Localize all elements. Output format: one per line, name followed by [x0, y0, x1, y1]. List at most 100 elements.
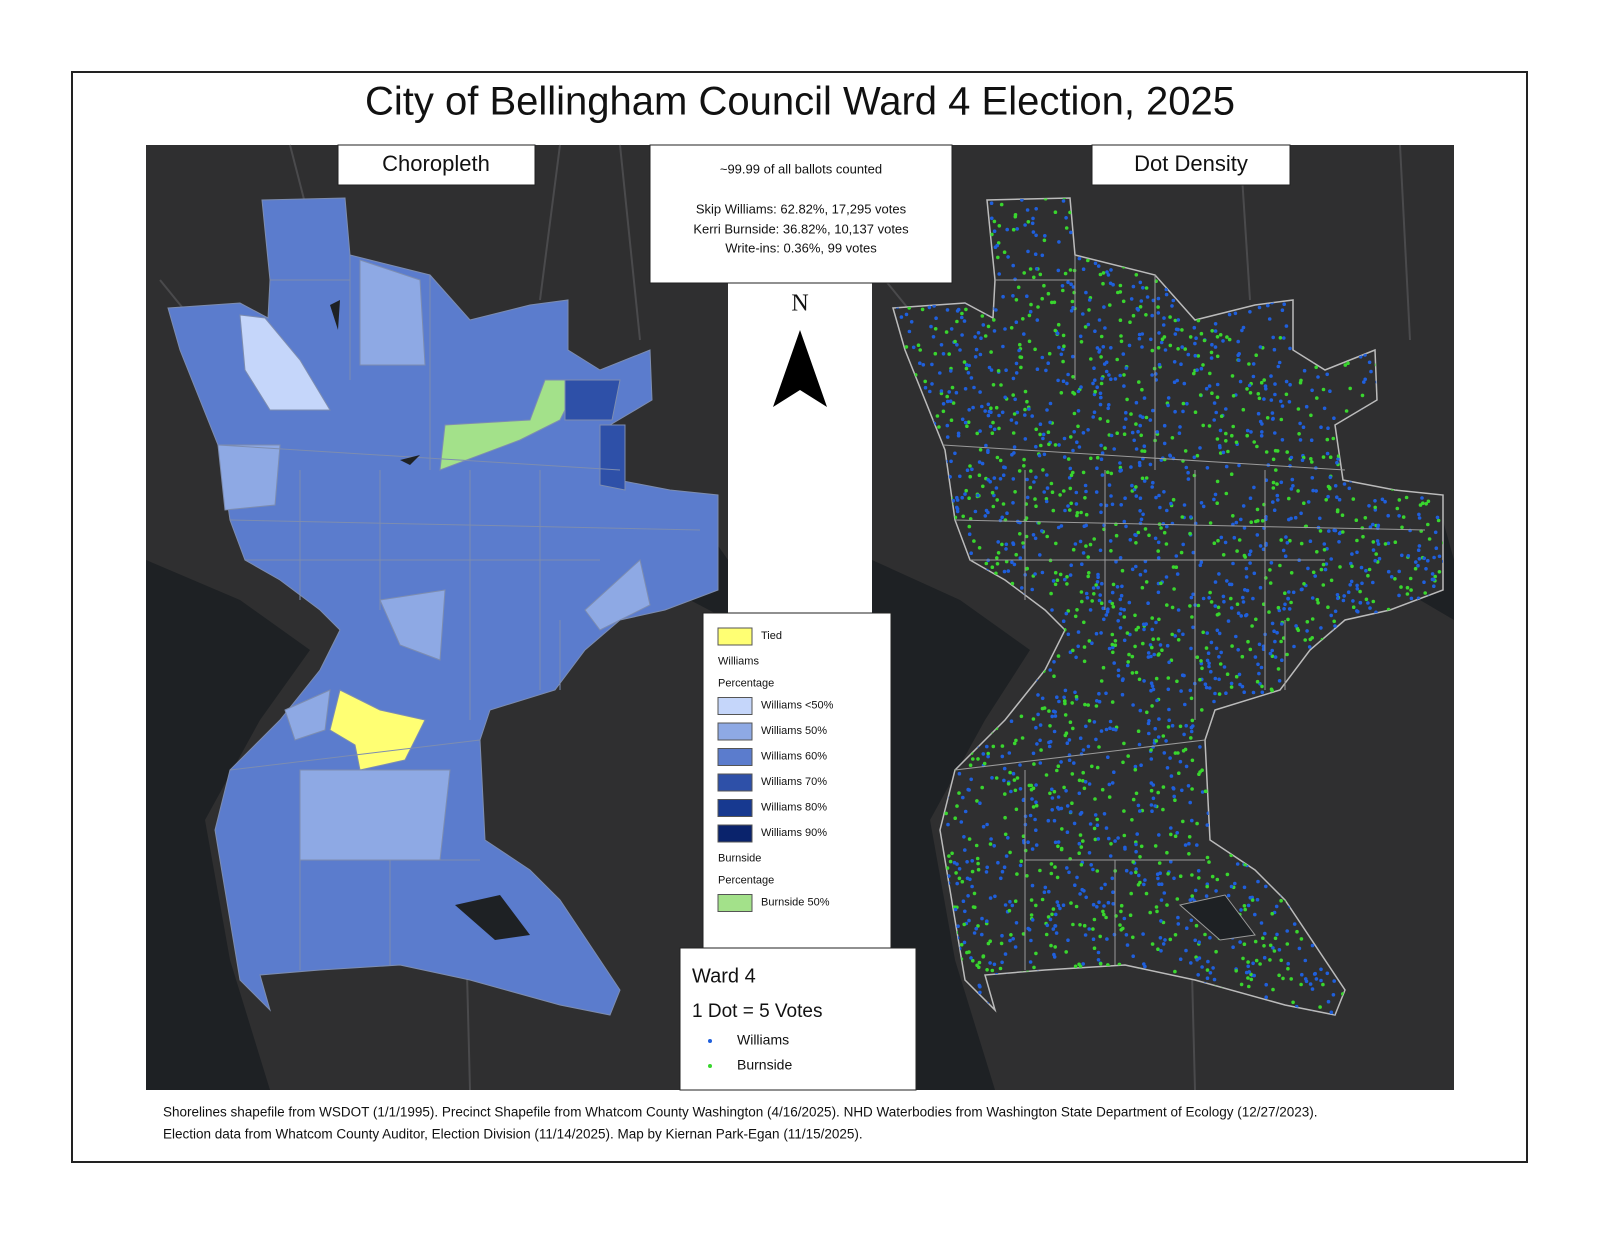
vote-dot [1014, 807, 1019, 812]
vote-dot [1190, 718, 1195, 723]
vote-dot [1054, 541, 1058, 546]
vote-dot [1099, 457, 1104, 462]
vote-dot [1105, 470, 1110, 475]
vote-dot [1079, 810, 1084, 815]
vote-dot [1119, 339, 1124, 344]
vote-dot [1081, 312, 1085, 316]
vote-dot [1181, 401, 1186, 406]
vote-dot [1118, 612, 1123, 616]
vote-dot [1190, 787, 1194, 791]
vote-dot [1234, 634, 1238, 639]
vote-dot [1210, 391, 1214, 396]
vote-dot [1110, 876, 1115, 881]
legend-label: Burnside 50% [761, 896, 830, 908]
vote-dot [1040, 253, 1045, 258]
vote-dot [1251, 961, 1255, 966]
vote-dot [1048, 917, 1053, 922]
vote-dot [1011, 771, 1016, 776]
vote-dot [1003, 952, 1008, 956]
vote-dot [1118, 469, 1122, 473]
vote-dot [1191, 550, 1196, 555]
vote-dot [1294, 624, 1298, 628]
vote-dot [1004, 547, 1008, 551]
vote-dot [996, 369, 1001, 373]
vote-dot [963, 420, 968, 425]
vote-dot [1211, 966, 1215, 970]
vote-dot [1050, 796, 1055, 800]
vote-dot [1203, 682, 1208, 686]
vote-dot [1195, 957, 1199, 962]
vote-dot [1414, 560, 1418, 564]
vote-dot [954, 390, 959, 395]
vote-dot [1368, 606, 1372, 610]
vote-dot [1163, 348, 1168, 352]
vote-dot [963, 809, 968, 814]
vote-dot [1111, 605, 1116, 609]
vote-dot [1154, 676, 1159, 681]
vote-dot [1068, 573, 1073, 577]
vote-dot [1013, 945, 1018, 949]
north-label: N [791, 291, 808, 317]
vote-dot [1242, 690, 1246, 694]
vote-dot [1118, 923, 1122, 927]
vote-dot [1328, 455, 1333, 460]
vote-dot [1278, 563, 1282, 568]
vote-dot [955, 509, 960, 514]
vote-dot [1199, 501, 1204, 505]
precinct-borders [942, 255, 1426, 970]
vote-dot [1112, 770, 1116, 774]
vote-dot [985, 865, 989, 870]
vote-dot [1360, 393, 1365, 398]
vote-dot [1182, 732, 1186, 737]
vote-dot [1171, 298, 1176, 303]
vote-dot [1047, 442, 1051, 447]
vote-dot [1218, 445, 1222, 450]
vote-dot [1132, 438, 1136, 443]
vote-dot [1264, 387, 1268, 391]
vote-dot [1108, 726, 1112, 730]
vote-dot [907, 329, 912, 334]
vote-dot [1101, 281, 1105, 286]
vote-dot [1050, 490, 1055, 495]
vote-dot [1063, 713, 1068, 717]
vote-dot [1187, 841, 1191, 846]
vote-dot [1086, 258, 1090, 263]
vote-dot [1196, 869, 1201, 873]
vote-dot [968, 474, 972, 479]
vote-dot [1057, 240, 1061, 244]
vote-dot [1002, 766, 1007, 771]
vote-dot [1371, 548, 1376, 552]
vote-dot [1209, 350, 1214, 355]
vote-dot [1181, 542, 1185, 547]
vote-dot [1219, 650, 1223, 655]
vote-dot [986, 402, 991, 407]
vote-dot [1205, 631, 1209, 635]
vote-dot [1231, 561, 1235, 566]
vote-dot [1253, 655, 1258, 659]
vote-dot [976, 867, 981, 872]
panel-label-box [337, 144, 536, 186]
vote-dot [1063, 577, 1067, 582]
vote-dot [1136, 803, 1141, 808]
vote-dot [1118, 461, 1122, 465]
vote-dot [1107, 646, 1112, 651]
vote-dot [1373, 505, 1377, 510]
vote-dot [944, 330, 949, 334]
vote-dot [991, 383, 996, 387]
vote-dot [1187, 835, 1192, 839]
vote-dot [1031, 786, 1036, 791]
vote-dot [981, 484, 985, 489]
vote-dot [1134, 485, 1138, 489]
vote-dot [1308, 982, 1313, 986]
vote-dot [967, 408, 971, 412]
vote-dot [1087, 571, 1091, 575]
dot-legend-scale: 1 Dot = 5 Votes [692, 1001, 822, 1022]
vote-dot [1184, 764, 1189, 769]
vote-dot [1248, 561, 1252, 565]
vote-dot [994, 776, 999, 780]
vote-dot [1020, 586, 1024, 590]
vote-dot [1426, 558, 1430, 563]
vote-dot [960, 495, 964, 500]
vote-dot [1018, 342, 1022, 347]
vote-dot [1047, 709, 1051, 713]
